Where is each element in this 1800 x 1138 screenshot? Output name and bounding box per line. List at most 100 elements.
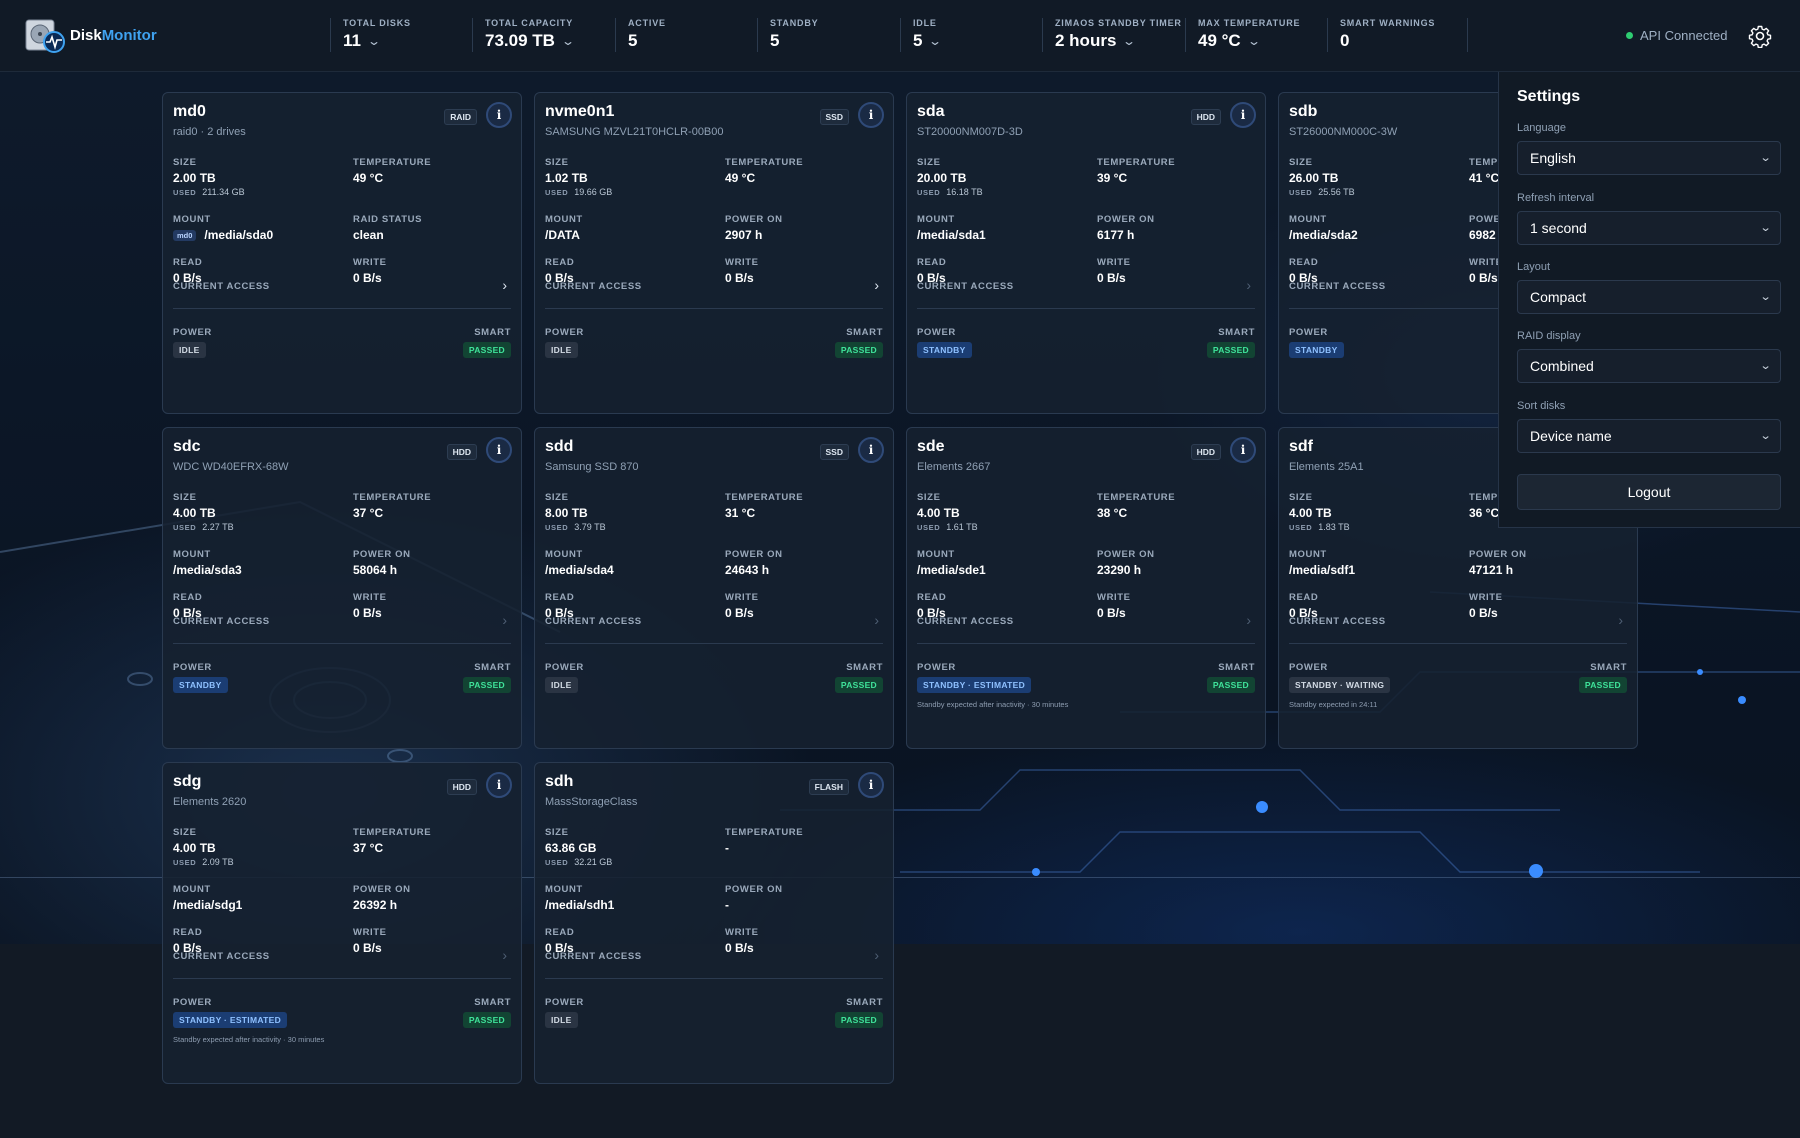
- smart-status-badge: PASSED: [462, 677, 511, 693]
- current-access-toggle[interactable]: CURRENT ACCESS ›: [173, 947, 511, 979]
- info-button[interactable]: i: [858, 437, 884, 463]
- read-label: READ: [917, 592, 947, 603]
- info-button[interactable]: i: [1230, 437, 1256, 463]
- stat-idle[interactable]: IDLE 5 ⌄: [900, 18, 1042, 52]
- read-value: 0 B/s: [917, 271, 946, 285]
- smart-label: SMART: [1218, 662, 1255, 673]
- app-logo[interactable]: DiskMonitor: [24, 16, 157, 54]
- read-label: READ: [545, 257, 575, 268]
- layout-select[interactable]: Compact ⌄: [1517, 280, 1781, 314]
- smart-status-badge: PASSED: [1578, 677, 1627, 693]
- current-access-toggle[interactable]: CURRENT ACCESS ›: [545, 947, 883, 979]
- refresh-interval-label: Refresh interval: [1517, 192, 1595, 204]
- read-label: READ: [1289, 592, 1319, 603]
- current-access-toggle[interactable]: CURRENT ACCESS ›: [545, 277, 883, 309]
- write-value: 0 B/s: [1097, 271, 1126, 285]
- stat-total-capacity[interactable]: TOTAL CAPACITY 73.09 TB ⌄: [472, 18, 615, 52]
- used-info: USED 1.61 TB: [917, 522, 978, 532]
- size-label: SIZE: [545, 157, 569, 168]
- size-value: 2.00 TB: [173, 171, 216, 185]
- temperature-label: TEMPERATURE: [353, 157, 432, 168]
- mount-value: /media/sda4: [545, 563, 614, 577]
- size-label: SIZE: [1289, 157, 1313, 168]
- disk-name: sda: [917, 103, 945, 120]
- power-label: POWER: [545, 327, 584, 338]
- stat-max-temperature[interactable]: MAX TEMPERATURE 49 °C ⌄: [1185, 18, 1327, 52]
- smart-status-badge: PASSED: [834, 1012, 883, 1028]
- chevron-down-icon: ⌄: [560, 34, 576, 48]
- size-value: 4.00 TB: [173, 841, 216, 855]
- temperature-value: 36 °C: [1469, 506, 1500, 520]
- power-on-value: 6982 h: [1469, 228, 1507, 242]
- power-state-badge: IDLE: [545, 342, 578, 358]
- used-label: USED: [173, 522, 197, 532]
- disk-type-badge: SSD: [819, 444, 849, 460]
- size-value: 4.00 TB: [173, 506, 216, 520]
- current-access-toggle[interactable]: CURRENT ACCESS ›: [173, 277, 511, 309]
- info-button[interactable]: i: [858, 772, 884, 798]
- current-access-label: CURRENT ACCESS: [917, 616, 1014, 627]
- used-label: USED: [545, 522, 569, 532]
- info-button[interactable]: i: [858, 102, 884, 128]
- power-state-badge: IDLE: [545, 1012, 578, 1028]
- mount-label: MOUNT: [545, 549, 583, 560]
- power-state-badge: IDLE: [173, 342, 206, 358]
- current-access-toggle[interactable]: CURRENT ACCESS ›: [917, 612, 1255, 644]
- power-state-badge: STANDBY · ESTIMATED: [917, 677, 1032, 693]
- disk-type-badge: HDD: [1190, 444, 1221, 460]
- used-info: USED 25.56 TB: [1289, 187, 1355, 197]
- current-access-toggle[interactable]: CURRENT ACCESS ›: [545, 612, 883, 644]
- info-button[interactable]: i: [486, 772, 512, 798]
- info-button[interactable]: i: [486, 102, 512, 128]
- stat-total-disks[interactable]: TOTAL DISKS 11 ⌄: [330, 18, 472, 52]
- write-value: 0 B/s: [1097, 606, 1126, 620]
- info-button[interactable]: i: [1230, 102, 1256, 128]
- size-value: 8.00 TB: [545, 506, 588, 520]
- raid-status-value: clean: [353, 228, 384, 242]
- standby-note: Standby expected after inactivity · 30 m…: [173, 1035, 325, 1044]
- smart-status-badge: PASSED: [834, 677, 883, 693]
- current-access-toggle[interactable]: CURRENT ACCESS ›: [173, 612, 511, 644]
- logout-button[interactable]: Logout: [1517, 474, 1781, 510]
- mount-label: MOUNT: [173, 549, 211, 560]
- write-value: 0 B/s: [725, 606, 754, 620]
- stat-label: STANDBY: [770, 18, 819, 28]
- mount-path: /media/sdf1: [1289, 563, 1356, 577]
- current-access-label: CURRENT ACCESS: [173, 281, 270, 292]
- refresh-interval-select[interactable]: 1 second ⌄: [1517, 211, 1781, 245]
- settings-panel: Settings Language English ⌄ Refresh inter…: [1498, 72, 1800, 528]
- current-access-toggle[interactable]: CURRENT ACCESS ›: [917, 277, 1255, 309]
- read-label: READ: [545, 927, 575, 938]
- power-state-badge: IDLE: [545, 677, 578, 693]
- smart-label: SMART: [474, 327, 511, 338]
- read-label: READ: [917, 257, 947, 268]
- used-label: USED: [1289, 522, 1313, 532]
- write-label: WRITE: [1097, 592, 1131, 603]
- mount-path: /media/sda0: [204, 228, 274, 242]
- mount-path: /media/sda2: [1289, 228, 1358, 242]
- app-title: DiskMonitor: [70, 26, 157, 44]
- chevron-down-icon: ⌄: [1759, 222, 1772, 234]
- power-on-label: POWER ON: [1097, 549, 1155, 560]
- size-label: SIZE: [173, 157, 197, 168]
- gear-icon[interactable]: [1748, 24, 1772, 48]
- write-value: 0 B/s: [353, 606, 382, 620]
- read-label: READ: [173, 592, 203, 603]
- mount-path: /media/sdh1: [545, 898, 615, 912]
- mount-label: MOUNT: [917, 214, 955, 225]
- disk-type-badge: SSD: [819, 109, 849, 125]
- stat-standby-timer[interactable]: ZIMAOS STANDBY TIMER 2 hours ⌄: [1042, 18, 1185, 52]
- sort-disks-select[interactable]: Device name ⌄: [1517, 419, 1781, 453]
- current-access-toggle[interactable]: CURRENT ACCESS ›: [1289, 612, 1627, 644]
- power-on-label: POWER ON: [1097, 214, 1155, 225]
- info-button[interactable]: i: [486, 437, 512, 463]
- disk-model: ST26000NM000C-3W: [1289, 126, 1398, 138]
- smart-status-badge: PASSED: [462, 342, 511, 358]
- smart-status-badge: PASSED: [834, 342, 883, 358]
- chevron-down-icon: ⌄: [928, 34, 943, 48]
- write-label: WRITE: [353, 592, 387, 603]
- chevron-right-icon: ›: [502, 612, 507, 628]
- disk-card-nvme0n1: nvme0n1 SAMSUNG MZVL21T0HCLR-00B00 SSD i SIZ…: [534, 92, 894, 414]
- raid-display-select[interactable]: Combined ⌄: [1517, 349, 1781, 383]
- language-select[interactable]: English ⌄: [1517, 141, 1781, 175]
